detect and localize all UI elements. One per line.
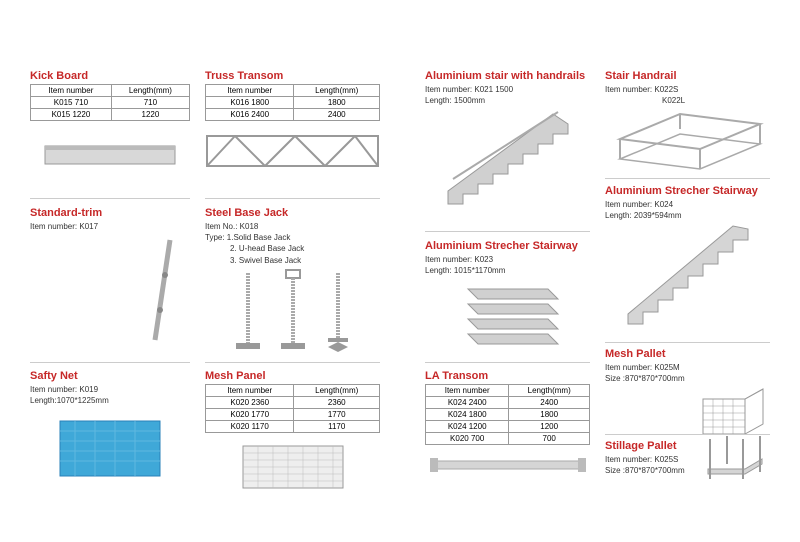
truss-title: Truss Transom [205, 70, 380, 82]
kickboard-section: Kick Board Item numberLength(mm) K015 71… [30, 70, 190, 181]
meshpallet-section: Mesh Pallet Item number: K025M Size :870… [605, 348, 770, 439]
safty-info1: Item number: K019 [30, 384, 190, 395]
jack-info2: Type: 1.Solid Base Jack [205, 232, 380, 243]
strecher-title: Aluminium Strecher Stairway [425, 240, 590, 252]
strecher2-section: Aluminium Strecher Stairway Item number:… [605, 185, 770, 336]
meshpallet-info2: Size :870*870*700mm [605, 373, 770, 384]
meshpallet-title: Mesh Pallet [605, 348, 770, 360]
strecher-image [425, 276, 590, 351]
strecher2-info2: Length: 2039*594mm [605, 210, 770, 221]
truss-section: Truss Transom Item numberLength(mm) K016… [205, 70, 380, 181]
stair1-info1: Item number: K021 1500 [425, 84, 590, 95]
strecher2-info1: Item number: K024 [605, 199, 770, 210]
mesh-table: Item numberLength(mm) K020 23602360 K020… [205, 384, 380, 433]
strecher2-image [605, 221, 770, 336]
truss-image [205, 121, 380, 181]
mesh-title: Mesh Panel [205, 370, 380, 382]
la-image [425, 445, 590, 485]
handrail-info1: Item number: K022S [605, 84, 770, 95]
jack-info3: 2. U-head Base Jack [205, 243, 380, 254]
stair1-section: Aluminium stair with handrails Item numb… [425, 70, 590, 216]
mesh-image [205, 433, 380, 498]
meshpallet-image [605, 384, 770, 439]
jack-info4: 3. Swivel Base Jack [205, 255, 380, 266]
handrail-info2: K022L [605, 95, 770, 106]
handrail-title: Stair Handrail [605, 70, 770, 82]
handrail-image [605, 106, 770, 176]
safty-image [30, 406, 190, 486]
standard-image [30, 232, 190, 347]
jack-section: Steel Base Jack Item No.: K018 Type: 1.S… [205, 207, 380, 356]
standard-section: Standard-trim Item number: K017 [30, 207, 190, 347]
strecher-section: Aluminium Strecher Stairway Item number:… [425, 240, 590, 351]
kickboard-table: Item numberLength(mm) K015 710710 K015 1… [30, 84, 190, 121]
kickboard-title: Kick Board [30, 70, 190, 82]
stair1-image [425, 106, 590, 216]
standard-title: Standard-trim [30, 207, 190, 219]
strecher-info1: Item number: K023 [425, 254, 590, 265]
kickboard-image [30, 121, 190, 181]
safty-section: Safty Net Item number: K019 Length:1070*… [30, 370, 190, 486]
strecher-info2: Length: 1015*1170mm [425, 265, 590, 276]
la-title: LA Transom [425, 370, 590, 382]
la-section: LA Transom Item numberLength(mm) K024 24… [425, 370, 590, 485]
standard-info: Item number: K017 [30, 221, 190, 232]
jack-image [205, 266, 380, 356]
safty-title: Safty Net [30, 370, 190, 382]
handrail-section: Stair Handrail Item number: K022S K022L [605, 70, 770, 176]
strecher2-title: Aluminium Strecher Stairway [605, 185, 770, 197]
la-table: Item numberLength(mm) K024 24002400 K024… [425, 384, 590, 445]
meshpallet-info1: Item number: K025M [605, 362, 770, 373]
jack-info1: Item No.: K018 [205, 221, 380, 232]
stair1-title: Aluminium stair with handrails [425, 70, 590, 82]
jack-title: Steel Base Jack [205, 207, 380, 219]
safty-info2: Length:1070*1225mm [30, 395, 190, 406]
stillage-section: Stillage Pallet Item number: K025S Size … [605, 440, 770, 486]
truss-table: Item numberLength(mm) K016 18001800 K016… [205, 84, 380, 121]
mesh-section: Mesh Panel Item numberLength(mm) K020 23… [205, 370, 380, 498]
stair1-info2: Length: 1500mm [425, 95, 590, 106]
